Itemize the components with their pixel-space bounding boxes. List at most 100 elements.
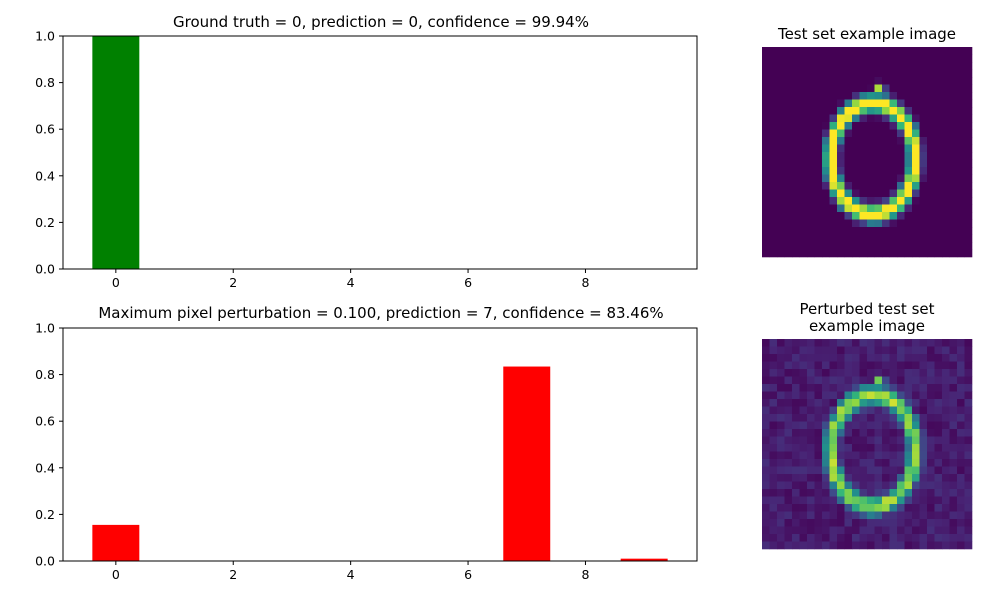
image-pixel	[934, 62, 943, 70]
image-pixel	[814, 346, 823, 355]
image-pixel	[852, 197, 860, 205]
image-pixel	[942, 189, 950, 198]
image-pixel	[829, 526, 838, 535]
image-pixel	[949, 466, 958, 475]
image-pixel	[859, 451, 868, 460]
image-pixel	[807, 489, 815, 497]
image-pixel	[904, 137, 913, 145]
image-pixel	[822, 534, 830, 542]
image-pixel	[814, 47, 823, 55]
image-pixel	[919, 62, 928, 70]
image-pixel	[897, 421, 905, 430]
image-pixel	[927, 354, 935, 362]
image-pixel	[792, 174, 800, 183]
y-axis-ticks: 0.00.20.40.60.81.0	[35, 321, 63, 569]
image-pixel	[822, 189, 830, 198]
image-pixel	[927, 339, 935, 347]
image-pixel	[852, 159, 860, 168]
image-pixel	[904, 526, 913, 535]
image-pixel	[837, 167, 845, 175]
image-pixel	[897, 429, 905, 437]
image-pixel	[874, 339, 883, 347]
image-pixel	[874, 451, 883, 460]
image-pixel	[919, 384, 928, 392]
image-pixel	[859, 212, 868, 220]
image-pixel	[822, 204, 830, 213]
image-pixel	[882, 459, 890, 467]
image-pixel	[964, 54, 973, 63]
image-pixel	[882, 541, 890, 550]
image-pixel	[919, 361, 928, 370]
image-pixel	[957, 54, 965, 63]
image-pixel	[919, 534, 928, 542]
image-pixel	[784, 137, 793, 145]
image-pixel	[762, 92, 770, 100]
image-pixel	[799, 144, 808, 153]
image-pixel	[762, 429, 770, 437]
image-pixel	[889, 114, 898, 123]
image-pixel	[784, 466, 793, 475]
image-pixel	[807, 62, 815, 70]
image-pixel	[799, 159, 808, 168]
image-pixel	[762, 451, 770, 460]
image-pixel	[777, 69, 785, 78]
image-pixel	[934, 167, 943, 175]
image-pixel	[889, 519, 898, 527]
image-pixel	[762, 459, 770, 467]
y-tick-label: 0.8	[35, 75, 55, 90]
image-pixel	[964, 114, 973, 123]
image-pixel	[927, 459, 935, 467]
image-pixel	[889, 541, 898, 550]
image-pixel	[964, 182, 973, 190]
image-pixel	[934, 414, 943, 422]
image-pixel	[949, 444, 958, 452]
image-pixel	[844, 511, 853, 520]
image-pixel	[927, 189, 935, 198]
image-pixel	[867, 227, 875, 235]
image-pixel	[822, 391, 830, 400]
image-pixel	[844, 174, 853, 183]
image-pixel	[957, 204, 965, 213]
image-pixel	[904, 376, 913, 385]
image-pixel	[904, 519, 913, 527]
image-pixel	[822, 62, 830, 70]
image-pixel	[814, 429, 823, 437]
image-pixel	[814, 459, 823, 467]
image-pixel	[837, 159, 845, 168]
image-pixel	[769, 481, 778, 490]
image-pixel	[799, 234, 808, 243]
image-pixel	[799, 69, 808, 78]
image-pixel	[777, 504, 785, 512]
image-pixel	[957, 114, 965, 123]
image-pixel	[777, 451, 785, 460]
image-pixel	[777, 182, 785, 190]
image-pixel	[859, 526, 868, 535]
image-pixel	[859, 346, 868, 355]
image-pixel	[949, 489, 958, 497]
image-pixel	[904, 69, 913, 78]
image-pixel	[784, 62, 793, 70]
image-pixel	[964, 249, 973, 258]
image-pixel	[844, 107, 853, 115]
image-pixel	[777, 444, 785, 452]
image-pixel	[912, 466, 920, 475]
image-pixel	[814, 474, 823, 482]
image-pixel	[949, 174, 958, 183]
image-pixel	[897, 346, 905, 355]
image-pixel	[964, 541, 973, 550]
image-pixel	[934, 47, 943, 55]
image-pixel	[882, 414, 890, 422]
image-pixel	[897, 69, 905, 78]
image-pixel	[769, 242, 778, 250]
image-pixel	[784, 339, 793, 347]
image-pixel	[867, 99, 875, 108]
image-pixel	[927, 197, 935, 205]
image-pixel	[889, 69, 898, 78]
image-pixel	[934, 129, 943, 138]
image-pixel	[792, 354, 800, 362]
image-pixel	[792, 62, 800, 70]
image-pixel	[822, 114, 830, 123]
image-pixel	[859, 421, 868, 430]
image-pixel	[964, 406, 973, 415]
